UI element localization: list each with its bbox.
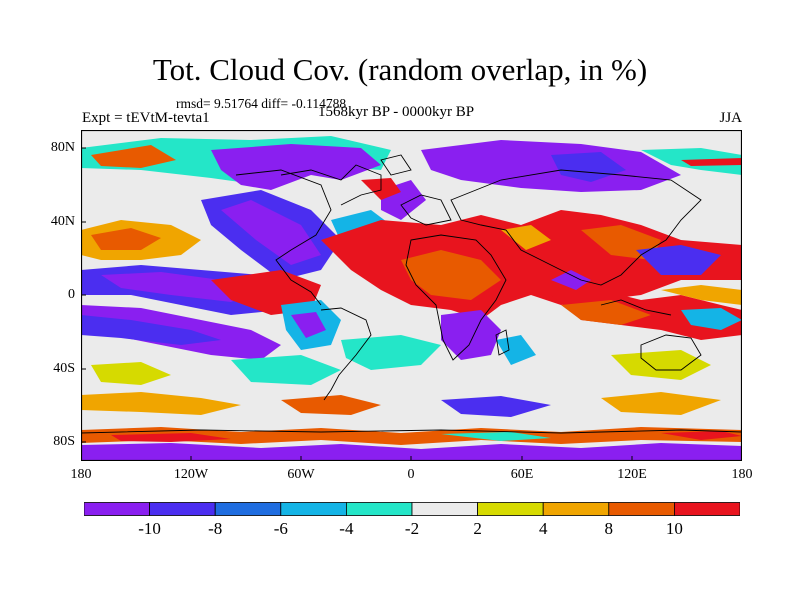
experiment-label: Expt = tEVtM-tevta1 (82, 110, 210, 126)
x-tick-label: 120E (617, 467, 647, 482)
tick-marks (81, 147, 742, 461)
anomaly-field (81, 130, 742, 461)
colorbar-swatch (608, 502, 675, 516)
colorbar-swatch (149, 502, 216, 516)
x-tick-label: 180 (70, 467, 92, 482)
colorbar-label: 10 (665, 519, 683, 538)
colorbar-label: 8 (604, 519, 614, 538)
colorbar-label: -8 (208, 519, 223, 538)
y-tick-label: 0 (68, 287, 75, 302)
colorbar-swatch (84, 502, 150, 516)
colorbar-label: 4 (538, 519, 548, 538)
colorbar-label: -4 (339, 519, 354, 538)
colorbar-swatch (214, 502, 282, 516)
colorbar-swatch (280, 502, 347, 516)
x-tick-label: 180 (731, 467, 753, 482)
y-tick-label: 40N (50, 214, 75, 229)
colorbar-swatch (674, 502, 740, 516)
season-label: JJA (719, 110, 742, 126)
map-panel (81, 130, 742, 461)
colorbar-label: 2 (473, 519, 482, 538)
x-tick-label: 60E (510, 467, 534, 482)
y-tick-label: 40S (53, 361, 75, 376)
colorbar-label: -6 (273, 519, 288, 538)
y-tick-label: 80N (50, 140, 75, 155)
x-tick-label: 0 (407, 467, 415, 482)
colorbar-label: -2 (404, 519, 420, 538)
y-tick-label: 80S (53, 434, 75, 449)
plot-title: Tot. Cloud Cov. (random overlap, in %) (152, 52, 648, 87)
colorbar-label: -10 (138, 519, 161, 538)
period-text: 1568kyr BP - 0000kyr BP (318, 104, 475, 120)
colorbar-swatch (345, 502, 413, 516)
colorbar-swatch (411, 502, 478, 516)
cloud-cover-map (81, 130, 742, 461)
x-tick-label: 60W (287, 467, 315, 482)
stats-text: rmsd= 9.51764 diff= -0.114788 (176, 96, 347, 111)
colorbar-swatch (542, 502, 610, 516)
x-tick-label: 120W (173, 467, 209, 482)
colorbar-swatch (477, 502, 544, 516)
coastlines (81, 154, 742, 434)
colorbar (84, 502, 740, 516)
